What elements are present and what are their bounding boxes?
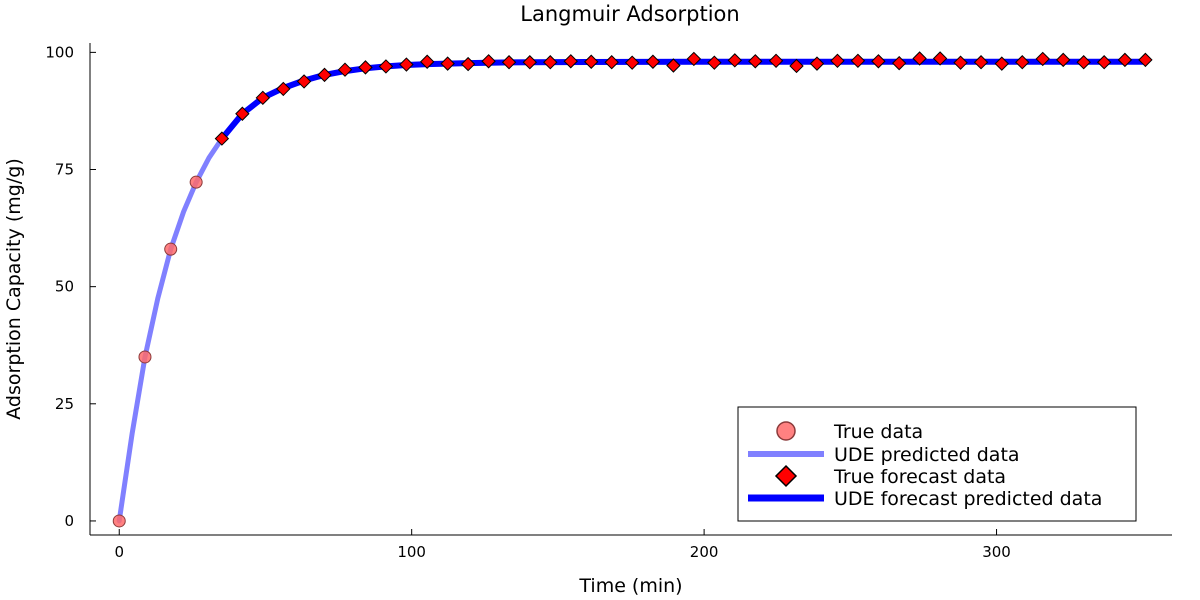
true-forecast-point	[337, 62, 353, 77]
legend-label-true-forecast: True forecast data	[833, 466, 1006, 488]
true-forecast-point	[707, 55, 722, 70]
y-tick-label: 25	[55, 395, 74, 413]
y-tick-label: 0	[64, 512, 74, 530]
true-forecast-point	[768, 53, 784, 69]
true-forecast-point	[809, 56, 825, 71]
true-forecast-point	[276, 81, 291, 97]
legend-box	[737, 406, 1137, 522]
true-forecast-point	[645, 54, 661, 69]
legend-label-ude-predicted: UDE predicted data	[834, 444, 1020, 466]
true-forecast-point	[932, 51, 948, 66]
true-forecast-point	[1015, 55, 1030, 70]
true-forecast-point	[953, 55, 968, 70]
y-axis-label: Adsorption Capacity (mg/g)	[3, 158, 25, 419]
true-forecast-point	[460, 56, 476, 72]
true-forecast-point	[1117, 52, 1133, 68]
y-tick-label: 100	[45, 43, 74, 61]
true-forecast-point	[789, 58, 804, 74]
ticks: 0 100 200 300 0 25 50 75 100	[45, 43, 1011, 561]
true-forecast-point	[891, 55, 907, 71]
true-forecast-point	[563, 54, 578, 69]
true-data-point	[112, 514, 126, 528]
true-forecast-point	[666, 58, 681, 73]
axes	[89, 43, 1172, 536]
true-forecast-point	[584, 54, 599, 69]
true-forecast-point	[1056, 52, 1071, 68]
x-tick-label: 300	[982, 543, 1011, 561]
true-forecast-point	[419, 54, 435, 69]
true-forecast-point	[871, 54, 886, 69]
true-forecast-point	[1096, 55, 1112, 70]
x-tick-label: 0	[114, 543, 124, 561]
true-forecast-point	[748, 54, 763, 69]
true-forecast-point	[522, 55, 538, 70]
true-forecast-point	[973, 55, 989, 70]
x-axis-label: Time (min)	[578, 575, 682, 597]
true-forecast-point	[727, 53, 743, 68]
ude-forecast-line	[218, 58, 1149, 142]
true-forecast-point	[296, 74, 312, 89]
true-data-point	[189, 175, 203, 189]
true-forecast-point	[399, 57, 414, 72]
true-forecast-point	[1035, 51, 1050, 67]
x-tick-label: 200	[690, 543, 719, 561]
y-tick-label: 75	[55, 161, 74, 179]
true-forecast-point	[850, 53, 866, 69]
true-forecast-point	[543, 55, 558, 70]
true-forecast-point	[235, 106, 250, 121]
true-forecast-point	[912, 51, 927, 66]
chart-title: Langmuir Adsorption	[520, 2, 739, 26]
legend-marker-true-data	[776, 421, 796, 441]
true-forecast-point	[317, 67, 332, 83]
true-forecast-point	[1076, 55, 1091, 70]
y-tick-label: 50	[55, 278, 74, 296]
true-forecast-point	[994, 56, 1010, 71]
true-forecast-point	[358, 60, 373, 75]
legend-label-true-data: True data	[833, 421, 923, 443]
legend-marker-true-forecast	[774, 464, 798, 488]
true-forecast-point	[501, 55, 517, 70]
legend: True data UDE predicted data True foreca…	[737, 406, 1137, 522]
true-forecast-point	[686, 51, 702, 67]
true-forecast-point	[1138, 52, 1153, 68]
ude-predicted-line	[116, 136, 225, 524]
true-forecast-point	[440, 56, 455, 71]
plot-area	[112, 51, 1153, 528]
true-forecast-point	[378, 59, 394, 74]
true-data-point	[138, 350, 152, 364]
true-data-point	[164, 242, 178, 256]
legend-label-ude-forecast: UDE forecast predicted data	[834, 488, 1102, 510]
true-forecast-point	[604, 55, 619, 70]
true-forecast-point	[830, 53, 845, 69]
x-tick-label: 100	[397, 543, 426, 561]
true-forecast-point	[255, 90, 271, 106]
true-forecast-point	[624, 55, 640, 70]
true-forecast-point	[481, 54, 496, 69]
true-forecast-point	[214, 131, 230, 146]
